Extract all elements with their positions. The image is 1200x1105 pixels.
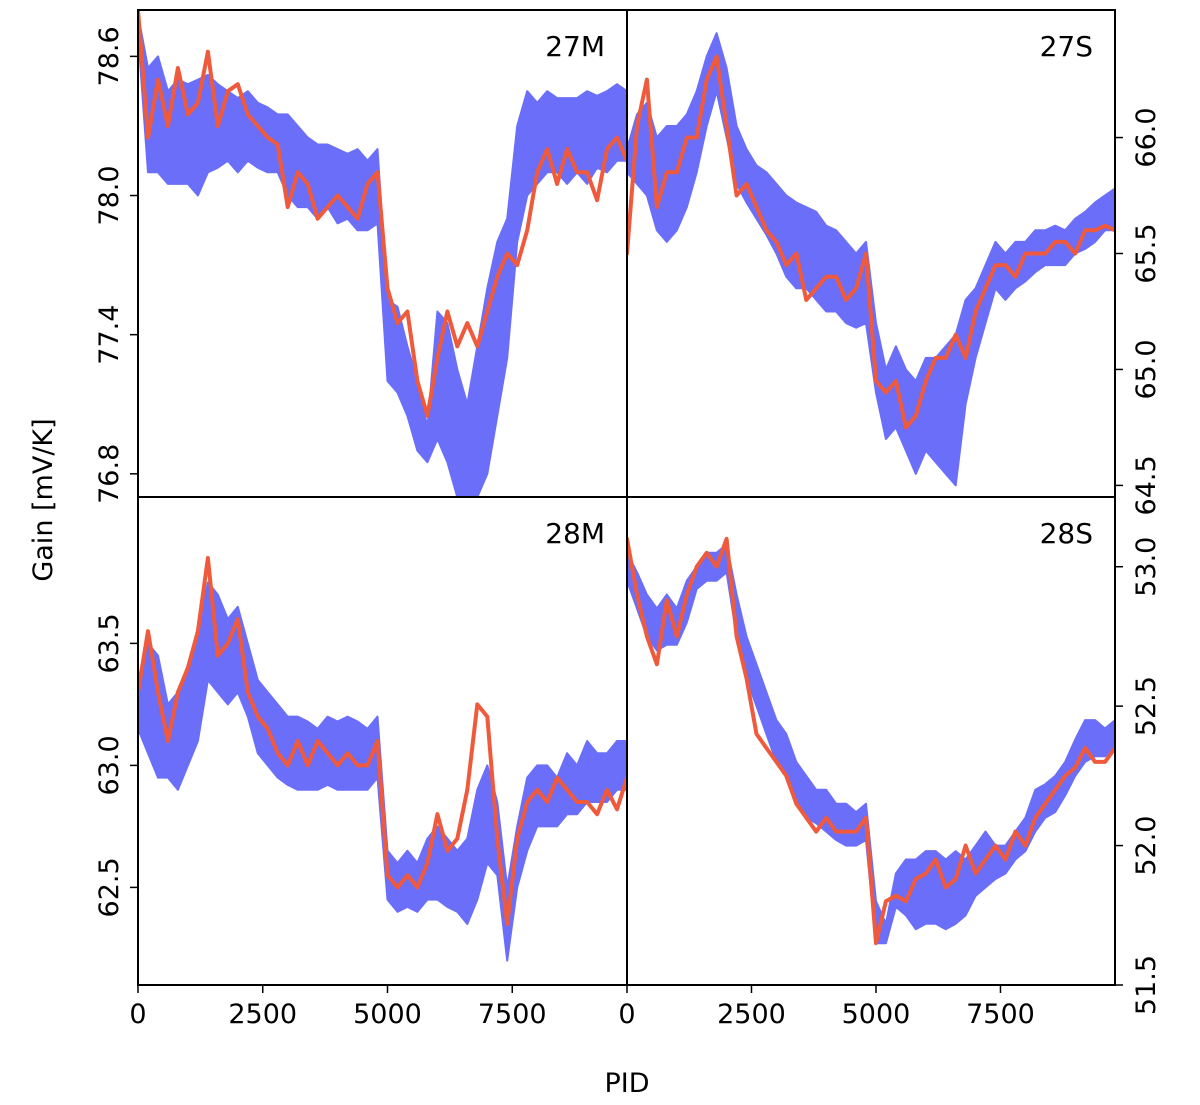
- y-tick-label-27s: 65.0: [1131, 339, 1162, 399]
- y-tick-label-27m: 78.6: [94, 26, 125, 86]
- y-tick-label-27s: 64.5: [1131, 455, 1162, 515]
- x-tick-label-28s: 5000: [842, 999, 911, 1030]
- line-series-28m: [138, 556, 627, 926]
- panel-27m: [138, 10, 627, 497]
- y-tick-label-27s: 65.5: [1131, 223, 1162, 283]
- line-series-27s: [627, 54, 1115, 430]
- y-tick-label-27m: 78.0: [94, 165, 125, 225]
- line-series-27m: [138, 10, 627, 418]
- y-tick-label-27m: 77.4: [94, 305, 125, 365]
- x-tick-label-28s: 0: [618, 999, 635, 1030]
- panel-label-28m: 28M: [545, 517, 605, 550]
- y-tick-label-27s: 66.0: [1131, 107, 1162, 167]
- panel-label-27m: 27M: [545, 30, 605, 63]
- panel-28m: [138, 556, 627, 962]
- x-tick-label-28m: 2500: [228, 999, 297, 1030]
- x-tick-label-28s: 2500: [717, 999, 786, 1030]
- band-series-28m: [138, 581, 627, 962]
- x-tick-label-28s: 7500: [966, 999, 1035, 1030]
- y-tick-label-28s: 52.5: [1131, 676, 1162, 736]
- panels-layer: [138, 10, 1115, 962]
- line-series-28s: [627, 536, 1115, 946]
- y-tick-label-28m: 63.0: [94, 735, 125, 795]
- panel-27s: [627, 32, 1115, 487]
- axes-layer: 27M 76.8 77.4 78.0 78.6 27S 64.5 65.0 65.5 66.0 28…: [94, 9, 1162, 1030]
- y-tick-label-28s: 52.0: [1131, 816, 1162, 876]
- y-tick-label-27m: 76.8: [94, 444, 125, 504]
- band-series-27s: [627, 32, 1115, 487]
- y-tick-label-28s: 53.0: [1131, 537, 1162, 597]
- x-tick-label-28m: 5000: [353, 999, 422, 1030]
- y-axis-label: Gain [mV/K]: [28, 418, 59, 581]
- y-tick-label-28m: 63.5: [94, 613, 125, 673]
- y-tick-label-28s: 51.5: [1131, 955, 1162, 1015]
- x-tick-label-28m: 0: [129, 999, 146, 1030]
- panel-label-28s: 28S: [1040, 517, 1093, 550]
- y-tick-label-28m: 62.5: [94, 857, 125, 917]
- panel-label-27s: 27S: [1040, 30, 1093, 63]
- x-tick-label-28m: 7500: [478, 999, 547, 1030]
- band-series-27m: [138, 13, 627, 497]
- panel-28s: [627, 536, 1115, 946]
- x-axis-label: PID: [604, 1068, 649, 1099]
